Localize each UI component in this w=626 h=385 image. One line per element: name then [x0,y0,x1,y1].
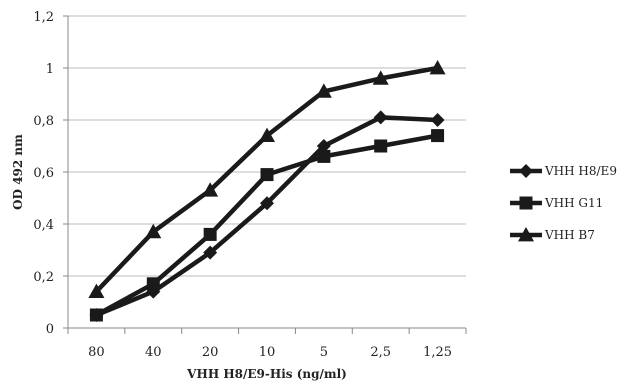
diamond-marker [519,164,533,178]
x-tick-labels: 80 40 20 10 5 2,5 1,25 [88,345,452,360]
square-marker [431,129,445,143]
triangle-marker [202,182,219,197]
legend-item: VHH G11 [510,196,603,210]
x-tick-label: 20 [202,345,219,360]
diamond-marker [373,110,388,125]
y-tick-label: 0 [46,322,54,337]
x-axis-title: VHH H8/E9-His (ng/ml) [186,367,347,381]
series-vhh-g11 [89,129,445,322]
square-marker [146,277,160,291]
x-tick-label: 40 [145,345,162,360]
y-tick-label: 0,2 [33,270,54,285]
x-tick-label: 10 [259,345,276,360]
series-vhh-b7 [88,60,446,298]
legend-label: VHH G11 [544,196,603,210]
triangle-marker [259,127,275,142]
y-tick-label: 0,4 [33,218,54,233]
y-tick-label: 0,8 [33,114,54,129]
y-tick-labels: 0 0,2 0,4 0,6 0,8 1 1,2 [33,10,54,337]
y-axis-title: OD 492 nm [11,134,25,210]
square-marker [89,308,103,322]
x-tick-label: 80 [88,345,105,360]
axes [63,15,467,334]
legend-item: VHH B7 [510,227,595,242]
triangle-marker [372,70,389,85]
triangle-marker [429,60,446,75]
legend: VHH H8/E9 VHH G11 VHH B7 [510,164,617,242]
y-tick-label: 1,2 [33,10,54,25]
diamond-marker [430,113,445,127]
legend-label: VHH H8/E9 [544,164,617,178]
diamond-marker [316,139,331,153]
series-group [88,60,446,322]
y-tick-label: 0,6 [33,166,54,181]
square-marker [374,139,388,153]
triangle-marker [145,223,162,239]
diamond-marker [260,196,274,211]
triangle-marker [88,283,105,298]
x-tick-label: 2,5 [370,345,391,360]
square-marker [519,196,533,210]
square-marker [203,227,217,241]
square-marker [260,168,274,182]
legend-item: VHH H8/E9 [510,164,617,178]
x-tick-label: 1,25 [423,345,452,360]
diamond-marker [203,245,218,260]
legend-label: VHH B7 [544,228,595,242]
x-tick-label: 5 [320,345,328,360]
y-tick-label: 1 [46,62,54,77]
triangle-marker [518,227,534,242]
gridlines [68,15,466,277]
triangle-marker [315,83,332,98]
square-marker [317,149,331,163]
